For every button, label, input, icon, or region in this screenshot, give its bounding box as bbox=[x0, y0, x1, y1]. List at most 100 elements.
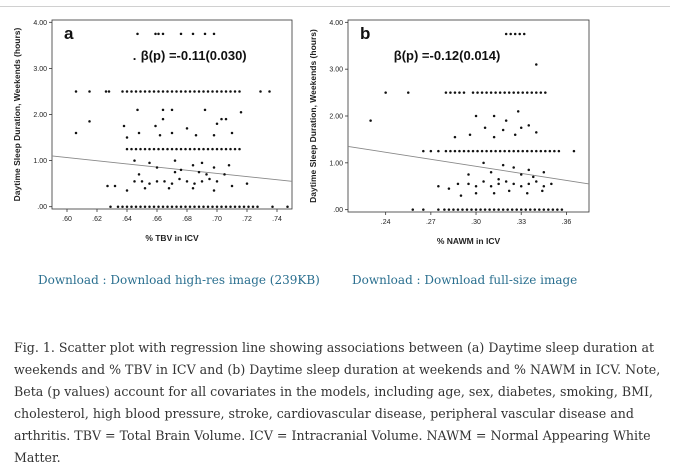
data-point bbox=[179, 205, 183, 208]
data-point bbox=[229, 147, 232, 151]
data-point bbox=[170, 131, 174, 135]
data-point bbox=[498, 149, 502, 153]
data-point bbox=[170, 90, 174, 93]
data-point bbox=[211, 147, 214, 151]
data-point bbox=[245, 182, 249, 185]
data-point bbox=[239, 110, 243, 114]
data-point bbox=[544, 91, 547, 94]
data-point bbox=[539, 91, 543, 94]
data-point bbox=[535, 180, 538, 183]
data-point bbox=[492, 135, 496, 139]
data-point bbox=[74, 90, 78, 93]
data-point bbox=[197, 147, 201, 151]
download-full-size-link[interactable]: Download : Download full-size image bbox=[352, 273, 578, 287]
data-point bbox=[184, 205, 187, 208]
x-tick-label: .24 bbox=[381, 219, 391, 226]
y-tick-label: 1.00 bbox=[329, 160, 343, 167]
scatter-panel-a: .00 1.00 2.00 3.00 4.00 .60 .62 .64 .66 .68 .70 .72… bbox=[8, 15, 304, 265]
scatter-chart-a: .00 1.00 2.00 3.00 4.00 .60 .62 .64 .66 .68 .70 .72… bbox=[12, 19, 293, 243]
x-axis-title: % NAWM in ICV bbox=[437, 236, 501, 246]
data-point bbox=[194, 133, 198, 137]
data-point bbox=[185, 180, 189, 183]
data-point bbox=[452, 208, 455, 211]
data-point bbox=[530, 149, 534, 153]
data-point bbox=[369, 119, 372, 122]
scatter-chart-b: .00 1.00 2.00 3.00 4.00 .24 .27 .30 .33 .36 b β(p) … bbox=[308, 19, 590, 246]
data-point bbox=[485, 91, 488, 94]
data-point bbox=[223, 173, 226, 176]
data-point bbox=[548, 149, 552, 153]
data-point bbox=[148, 182, 151, 185]
data-point bbox=[143, 187, 147, 190]
data-point bbox=[453, 149, 457, 153]
data-point bbox=[125, 136, 129, 139]
y-tick-label: 2.00 bbox=[329, 114, 343, 121]
regression-line bbox=[51, 155, 293, 182]
data-point bbox=[453, 91, 457, 94]
data-point bbox=[504, 32, 508, 36]
data-point bbox=[106, 184, 109, 188]
data-point bbox=[449, 91, 452, 94]
data-point bbox=[492, 192, 496, 195]
data-point bbox=[476, 149, 479, 153]
data-point bbox=[211, 205, 214, 208]
data-point bbox=[474, 184, 478, 188]
data-point bbox=[513, 32, 517, 36]
data-point bbox=[215, 122, 219, 125]
data-point bbox=[224, 90, 228, 93]
data-point bbox=[238, 90, 241, 93]
data-point bbox=[462, 149, 466, 153]
data-point bbox=[155, 166, 159, 169]
download-high-res-link[interactable]: Download : Download high-res image (239K… bbox=[38, 273, 320, 287]
data-point bbox=[485, 149, 488, 153]
data-point bbox=[512, 149, 515, 153]
data-point bbox=[483, 208, 487, 211]
data-point bbox=[474, 114, 478, 118]
data-point bbox=[161, 147, 165, 151]
data-point bbox=[233, 147, 237, 151]
data-point bbox=[422, 208, 425, 211]
data-point bbox=[191, 163, 195, 167]
plot-frame bbox=[347, 19, 590, 213]
data-point bbox=[542, 184, 546, 188]
data-point bbox=[453, 135, 457, 139]
data-point bbox=[474, 192, 478, 195]
data-point bbox=[411, 208, 415, 211]
data-point bbox=[157, 90, 160, 93]
data-point bbox=[175, 147, 178, 151]
y-axis-title: Daytime Sleep Duration, Weekends (hours) bbox=[12, 28, 22, 202]
data-point bbox=[506, 208, 509, 211]
data-point bbox=[501, 208, 505, 211]
data-point bbox=[74, 131, 78, 135]
data-point bbox=[512, 91, 515, 94]
data-point bbox=[88, 120, 91, 123]
data-point bbox=[175, 205, 178, 208]
data-point bbox=[148, 147, 151, 151]
data-point bbox=[154, 32, 157, 36]
data-point bbox=[268, 90, 271, 93]
data-point bbox=[224, 147, 228, 151]
data-point bbox=[251, 205, 255, 208]
data-point bbox=[443, 208, 446, 211]
data-point bbox=[516, 149, 520, 153]
data-point bbox=[519, 126, 523, 129]
data-point bbox=[489, 149, 493, 153]
data-point bbox=[501, 163, 505, 167]
data-point bbox=[524, 208, 527, 211]
data-point bbox=[136, 108, 139, 112]
data-point bbox=[461, 208, 464, 211]
data-point bbox=[134, 147, 138, 151]
data-point bbox=[193, 90, 196, 93]
data-point bbox=[212, 133, 216, 137]
data-point bbox=[494, 149, 497, 153]
data-point bbox=[161, 90, 165, 93]
data-point bbox=[489, 91, 493, 94]
data-point bbox=[497, 208, 500, 211]
data-point bbox=[230, 184, 234, 188]
data-point bbox=[116, 205, 120, 208]
regression-line bbox=[347, 145, 590, 185]
beta-annotation: β(p) =-0.12(0.014) bbox=[394, 48, 501, 63]
data-point bbox=[479, 208, 482, 211]
data-point bbox=[158, 133, 162, 137]
data-point bbox=[238, 147, 241, 151]
